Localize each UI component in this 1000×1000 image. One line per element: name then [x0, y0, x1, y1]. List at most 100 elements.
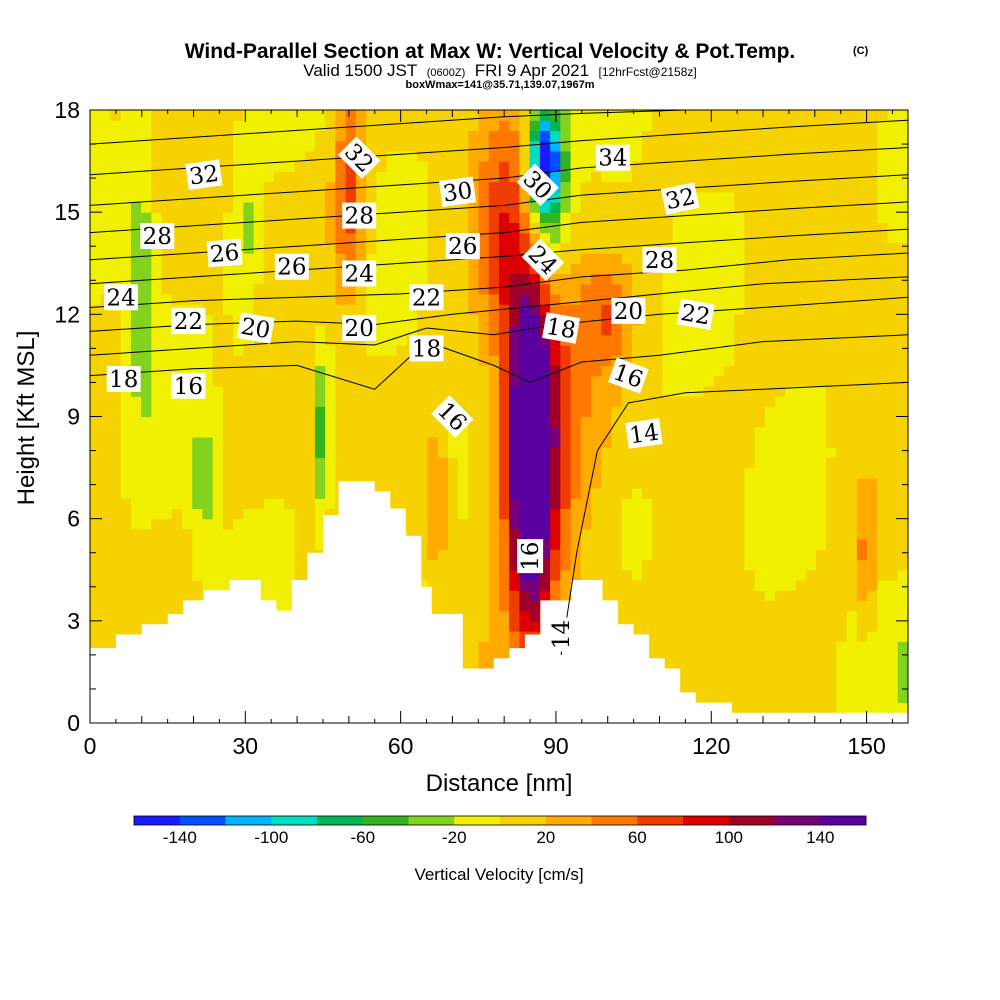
velocity-cell	[621, 222, 633, 234]
velocity-cell	[192, 549, 204, 561]
velocity-cell	[468, 631, 480, 642]
velocity-cell	[764, 539, 776, 550]
velocity-cell	[744, 579, 756, 591]
velocity-cell	[182, 406, 193, 418]
velocity-cell	[815, 579, 827, 591]
velocity-cell	[539, 161, 551, 172]
velocity-cell	[683, 110, 694, 121]
velocity-cell	[202, 222, 214, 234]
velocity-cell	[754, 396, 766, 407]
velocity-cell	[386, 222, 398, 234]
velocity-cell	[570, 304, 582, 315]
velocity-cell	[805, 447, 817, 458]
velocity-cell	[386, 385, 398, 397]
velocity-cell	[386, 283, 398, 295]
velocity-cell	[192, 508, 204, 520]
velocity-cell	[846, 334, 858, 346]
velocity-cell	[713, 406, 725, 418]
velocity-cell	[202, 232, 214, 244]
velocity-cell	[202, 140, 214, 152]
velocity-cell	[795, 569, 807, 581]
contour-label-box	[611, 297, 646, 324]
velocity-cell	[417, 222, 429, 234]
velocity-cell	[580, 385, 592, 397]
velocity-cell	[274, 191, 285, 203]
velocity-cell	[447, 324, 459, 336]
velocity-cell	[100, 569, 112, 581]
velocity-cell	[499, 273, 510, 285]
velocity-cell	[693, 375, 705, 387]
velocity-cell	[304, 171, 316, 183]
contour-label: 28	[342, 202, 377, 230]
velocity-cell	[120, 549, 132, 561]
velocity-cell	[509, 559, 521, 571]
velocity-cell	[785, 324, 797, 336]
velocity-cell	[345, 436, 357, 448]
velocity-cell	[314, 171, 326, 183]
velocity-cell	[243, 457, 255, 469]
velocity-cell	[100, 222, 112, 234]
velocity-cell	[642, 334, 653, 346]
velocity-cell	[355, 191, 367, 203]
velocity-cell	[161, 120, 173, 132]
velocity-cell	[161, 590, 173, 601]
velocity-cell	[867, 702, 878, 714]
velocity-cell	[897, 661, 908, 673]
velocity-cell	[785, 569, 797, 581]
velocity-cell	[713, 375, 725, 387]
velocity-cell	[355, 242, 367, 254]
velocity-cell	[805, 110, 817, 121]
velocity-cell	[488, 549, 500, 561]
velocity-cell	[805, 692, 817, 704]
velocity-cell	[867, 396, 878, 407]
velocity-cell	[263, 222, 275, 234]
velocity-cell	[304, 130, 316, 142]
velocity-cell	[785, 692, 797, 704]
velocity-cell	[263, 283, 275, 295]
velocity-cell	[601, 477, 613, 489]
velocity-cell	[294, 150, 306, 162]
velocity-cell	[274, 181, 285, 193]
velocity-cell	[274, 212, 285, 223]
velocity-cell	[233, 110, 244, 121]
contour-label-text: 24	[345, 262, 374, 288]
velocity-cell	[376, 161, 388, 172]
velocity-cell	[192, 283, 204, 295]
velocity-cell	[253, 396, 265, 407]
velocity-cell	[478, 191, 490, 203]
velocity-cell	[488, 641, 500, 653]
velocity-cell	[478, 324, 490, 336]
velocity-cell	[652, 447, 664, 458]
velocity-cell	[488, 201, 500, 213]
velocity-cell	[458, 212, 469, 223]
velocity-cell	[130, 161, 142, 172]
velocity-cell	[110, 579, 122, 591]
velocity-cell	[345, 406, 357, 418]
velocity-cell	[314, 110, 326, 121]
velocity-cell	[795, 140, 807, 152]
velocity-cell	[304, 212, 316, 223]
velocity-cell	[631, 150, 643, 162]
velocity-cell	[212, 488, 224, 499]
velocity-cell	[386, 253, 398, 264]
velocity-cell	[775, 344, 786, 356]
velocity-cell	[642, 600, 653, 612]
velocity-cell	[141, 181, 152, 193]
velocity-cell	[406, 222, 418, 234]
contour-label: 16	[517, 539, 544, 574]
velocity-cell	[304, 324, 316, 336]
velocity-cell	[570, 498, 582, 510]
velocity-cell	[642, 304, 653, 315]
velocity-cell	[897, 641, 908, 653]
velocity-cell	[867, 150, 878, 162]
velocity-cell	[529, 600, 541, 612]
velocity-cell	[662, 314, 674, 326]
velocity-cell	[335, 242, 347, 254]
velocity-cell	[161, 130, 173, 142]
velocity-cell	[550, 283, 561, 295]
velocity-cell	[376, 283, 388, 295]
velocity-cell	[468, 620, 480, 632]
velocity-cell	[253, 477, 265, 489]
velocity-cell	[785, 396, 797, 407]
velocity-cell	[826, 651, 838, 663]
